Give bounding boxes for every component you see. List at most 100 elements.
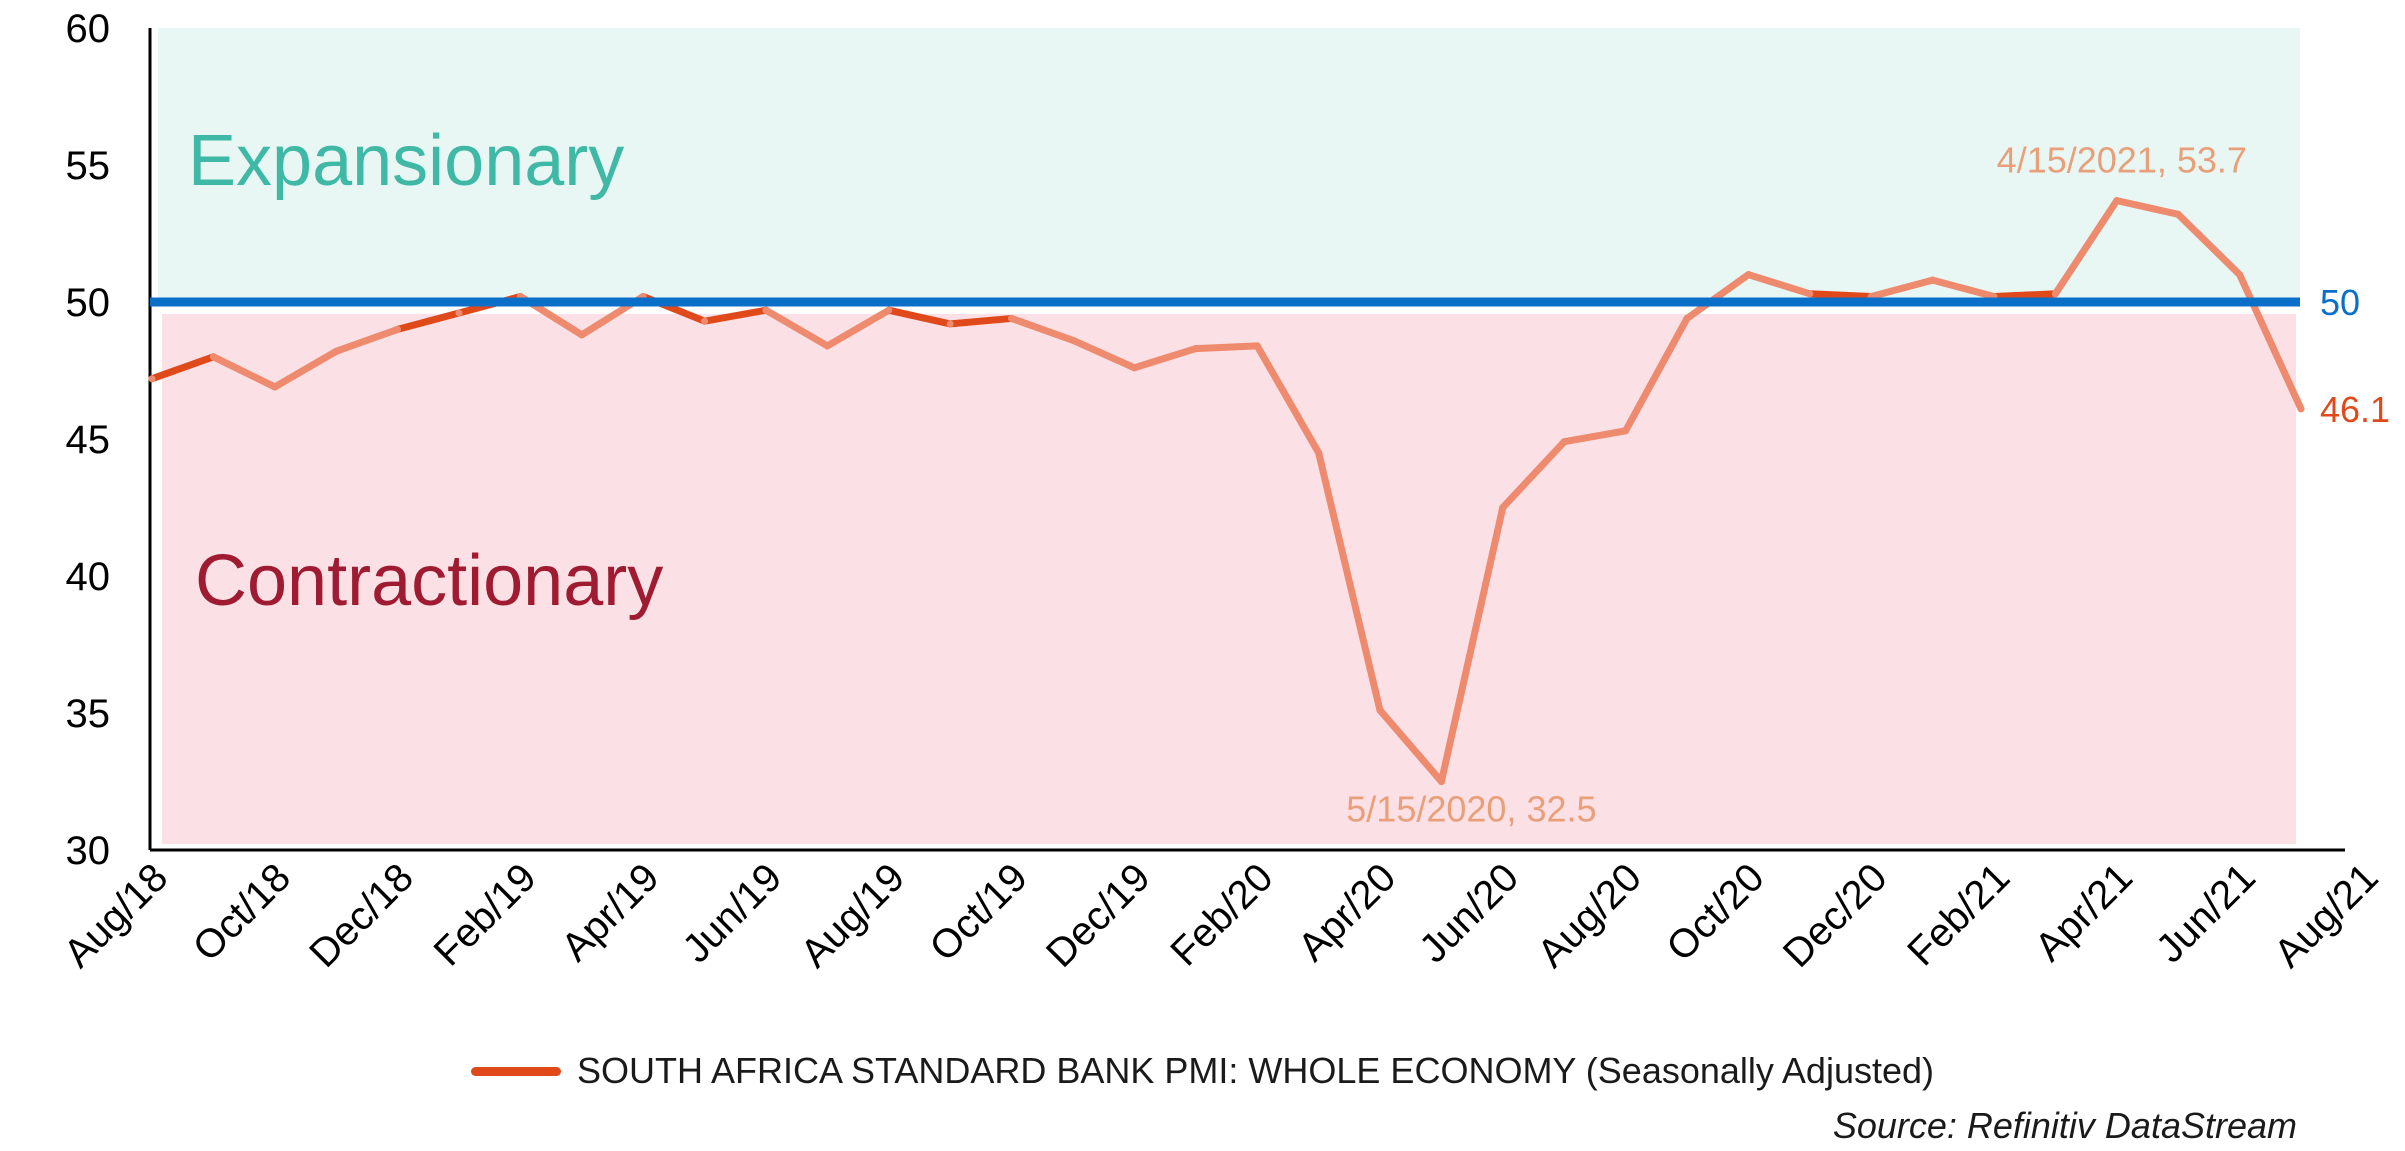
- contractionary-zone: [162, 314, 2296, 844]
- x-tick-label: Dec/20: [1775, 855, 1896, 976]
- series-segment: [885, 306, 954, 328]
- data-point: [2174, 210, 2182, 218]
- series-segment: [1560, 427, 1630, 446]
- series-segment: [2174, 210, 2244, 279]
- data-point: [1376, 706, 1384, 714]
- series-segment: [394, 309, 463, 333]
- series-segment: [1437, 504, 1507, 785]
- x-tick-label: Jun/19: [674, 855, 790, 971]
- y-tick-label: 40: [66, 555, 111, 599]
- x-tick-label: Jun/20: [1411, 855, 1527, 971]
- series-segment: [1744, 271, 1814, 298]
- data-point: [1315, 449, 1323, 457]
- data-point: [1192, 345, 1200, 353]
- series-segment: [1315, 449, 1384, 714]
- series-segment: [1069, 336, 1138, 372]
- data-point: [1744, 271, 1752, 279]
- x-tick-label: Aug/19: [792, 855, 913, 976]
- series-segment: [762, 306, 831, 350]
- data-point: [1683, 314, 1691, 322]
- y-tick-label: 35: [66, 692, 111, 736]
- x-tick-label: Apr/21: [2027, 855, 2141, 969]
- data-point: [1437, 778, 1445, 785]
- data-point: [455, 309, 463, 317]
- source-note: Source: Refinitiv DataStream: [1832, 1105, 2297, 1146]
- x-tick-label: Aug/18: [56, 855, 177, 976]
- x-tick-label: Oct/20: [1658, 855, 1772, 969]
- data-point: [148, 375, 156, 383]
- last-value-annotation: 46.1: [2320, 389, 2390, 430]
- data-point: [209, 353, 217, 361]
- series-segment: [823, 306, 893, 350]
- data-point: [332, 347, 340, 355]
- data-point: [885, 306, 893, 314]
- data-point: [1806, 290, 1814, 298]
- data-point: [2297, 405, 2305, 413]
- data-point: [1929, 276, 1937, 284]
- series-segment: [1929, 276, 1998, 301]
- data-point: [2051, 290, 2059, 298]
- x-tick-label: Apr/19: [553, 855, 667, 969]
- data-point: [1008, 314, 1016, 322]
- data-point: [1253, 342, 1261, 350]
- legend-series-label: SOUTH AFRICA STANDARD BANK PMI: WHOLE EC…: [576, 1050, 1934, 1091]
- series-segment: [2051, 197, 2121, 298]
- x-tick-label: Dec/19: [1038, 855, 1159, 976]
- series-segment: [2113, 197, 2182, 218]
- y-tick-label: 30: [66, 829, 111, 873]
- data-point: [1130, 364, 1138, 372]
- trough-annotation: 5/15/2020, 32.5: [1346, 789, 1596, 830]
- data-point: [578, 331, 586, 339]
- series-segment: [148, 353, 217, 383]
- x-tick-label: Oct/19: [922, 855, 1036, 969]
- legend-swatch: [470, 1066, 561, 1076]
- series-segment: [946, 314, 1016, 328]
- x-tick-label: Feb/19: [426, 855, 545, 974]
- data-point: [1499, 504, 1507, 511]
- series-segment: [1192, 342, 1261, 353]
- series-segment: [1990, 290, 2059, 301]
- threshold-value-label: 50: [2320, 282, 2360, 323]
- x-tick-label: Apr/20: [1290, 855, 1404, 969]
- y-tick-label: 55: [66, 144, 111, 188]
- expansionary-label: Expansionary: [188, 121, 624, 201]
- series-segment: [1622, 314, 1691, 435]
- series-segment: [209, 353, 279, 391]
- series-segment: [1253, 342, 1323, 457]
- series-segment: [1376, 706, 1445, 785]
- x-tick-label: Feb/21: [1899, 855, 2018, 974]
- data-point: [271, 383, 279, 391]
- series-segment: [2236, 271, 2305, 413]
- series-segment: [701, 306, 770, 325]
- x-tick-label: Jun/21: [2148, 855, 2264, 971]
- series-segment: [1130, 345, 1200, 372]
- series-segment: [1499, 438, 1568, 511]
- series-segment: [332, 325, 402, 355]
- data-point: [946, 320, 954, 328]
- x-tick-label: Aug/20: [1529, 855, 1650, 976]
- series-segment: [1806, 290, 1875, 301]
- x-tick-label: Aug/21: [2266, 855, 2387, 976]
- y-tick-label: 60: [66, 7, 111, 51]
- x-tick-label: Feb/20: [1162, 855, 1281, 974]
- data-point: [701, 317, 709, 325]
- data-point: [823, 342, 831, 350]
- series-segment: [1867, 276, 1937, 301]
- legend: SOUTH AFRICA STANDARD BANK PMI: WHOLE EC…: [0, 1050, 2405, 1092]
- expansionary-zone: [158, 28, 2300, 302]
- x-tick-label: Dec/18: [301, 855, 422, 976]
- data-point: [762, 306, 770, 314]
- data-point: [394, 325, 402, 333]
- x-axis-tick-labels: Aug/18 Oct/18 Dec/18 Feb/19 Apr/19 Jun/19 Aug/…: [56, 855, 2387, 976]
- x-tick-label: Oct/18: [185, 855, 299, 969]
- data-point: [1560, 438, 1568, 446]
- y-tick-label: 50: [66, 281, 111, 325]
- peak-annotation: 4/15/2021, 53.7: [1997, 140, 2247, 181]
- data-point: [1069, 336, 1077, 344]
- series-segment: [1683, 271, 1752, 322]
- data-point: [1622, 427, 1630, 435]
- contractionary-label: Contractionary: [195, 541, 663, 621]
- y-axis-tick-labels: 30 35 40 45 50 55 60: [66, 7, 111, 873]
- data-point: [2113, 197, 2121, 205]
